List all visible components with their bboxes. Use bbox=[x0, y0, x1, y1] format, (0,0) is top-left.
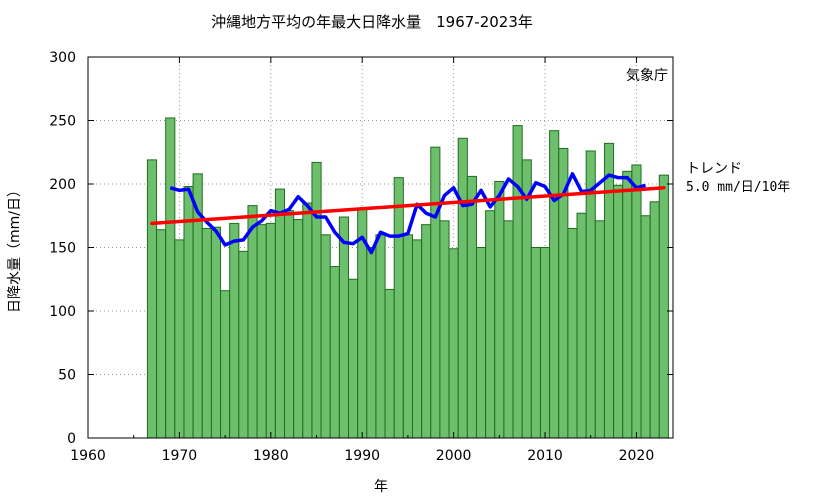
bar bbox=[411, 239, 423, 439]
bar bbox=[503, 220, 514, 439]
bar bbox=[247, 205, 258, 439]
bar bbox=[302, 202, 313, 439]
bar bbox=[631, 164, 642, 439]
bar bbox=[201, 227, 212, 439]
bar bbox=[567, 227, 578, 439]
bar bbox=[393, 177, 404, 439]
x-tick-label: 2010 bbox=[527, 448, 563, 464]
bar bbox=[485, 210, 496, 439]
bar bbox=[284, 210, 295, 439]
moving-average-series bbox=[169, 172, 647, 255]
x-tick-label: 2020 bbox=[619, 448, 655, 464]
y-axis-label: 日降水量（mm/日） bbox=[7, 183, 23, 313]
bar bbox=[457, 137, 468, 439]
y-axis-ticks: 0 50 100 150 200 250 300 bbox=[49, 50, 673, 447]
bar bbox=[430, 146, 441, 439]
bar bbox=[311, 161, 322, 439]
bar bbox=[320, 234, 331, 439]
bar bbox=[475, 247, 487, 439]
y-tick-label: 0 bbox=[67, 431, 76, 447]
y-tick-label: 100 bbox=[49, 304, 76, 320]
bar bbox=[165, 117, 176, 439]
x-tick-label: 1960 bbox=[70, 448, 106, 464]
trend-series bbox=[150, 186, 666, 226]
x-axis-ticks: 1960 1970 1980 1990 2000 2010 2020 bbox=[70, 57, 654, 464]
bar bbox=[256, 224, 267, 439]
bar bbox=[384, 288, 395, 439]
bar bbox=[366, 247, 377, 439]
bar bbox=[274, 188, 286, 439]
x-tick-label: 1990 bbox=[344, 448, 380, 464]
y-tick-label: 250 bbox=[49, 114, 76, 130]
bar bbox=[530, 247, 541, 439]
bar bbox=[640, 215, 651, 439]
bar bbox=[576, 212, 587, 439]
chart-title: 沖縄地方平均の年最大日降水量 1967-2023年 bbox=[211, 13, 533, 31]
bar bbox=[521, 159, 532, 439]
trend-line bbox=[150, 186, 666, 226]
bar bbox=[512, 125, 523, 439]
source-label: 気象庁 bbox=[626, 68, 668, 84]
y-tick-label: 300 bbox=[49, 50, 76, 66]
bar bbox=[293, 219, 304, 439]
bar bbox=[238, 250, 249, 439]
bar bbox=[229, 222, 240, 439]
bar bbox=[421, 224, 432, 439]
bar bbox=[603, 142, 615, 439]
bar bbox=[146, 159, 158, 439]
bar bbox=[466, 175, 477, 439]
bar bbox=[329, 266, 340, 439]
bar bbox=[494, 180, 505, 439]
bar bbox=[594, 220, 605, 439]
trend-label-title: トレンド bbox=[686, 161, 742, 177]
moving-average-line bbox=[169, 172, 647, 255]
bar bbox=[220, 290, 231, 439]
bar bbox=[174, 239, 185, 439]
x-tick-label: 1970 bbox=[162, 448, 198, 464]
x-tick-label: 1980 bbox=[253, 448, 289, 464]
bar bbox=[210, 226, 222, 439]
bar bbox=[649, 201, 660, 439]
bar bbox=[613, 184, 624, 439]
bar bbox=[375, 234, 386, 439]
trend-label-value: 5.0 mm/日/10年 bbox=[686, 180, 790, 195]
x-tick-label: 2000 bbox=[436, 448, 472, 464]
bar bbox=[348, 278, 359, 439]
bar-series bbox=[146, 117, 669, 439]
x-axis-label: 年 bbox=[374, 479, 388, 495]
bar bbox=[338, 216, 350, 439]
bar bbox=[658, 174, 669, 439]
bar bbox=[265, 222, 276, 439]
bar bbox=[156, 229, 167, 439]
bar bbox=[448, 248, 459, 439]
bar bbox=[622, 170, 633, 439]
bar bbox=[549, 130, 560, 439]
y-tick-label: 150 bbox=[49, 241, 76, 257]
bar bbox=[539, 247, 551, 439]
y-tick-label: 200 bbox=[49, 177, 76, 193]
y-tick-label: 50 bbox=[58, 368, 76, 384]
bar bbox=[183, 186, 194, 439]
bar bbox=[439, 220, 450, 439]
bar bbox=[402, 234, 413, 439]
